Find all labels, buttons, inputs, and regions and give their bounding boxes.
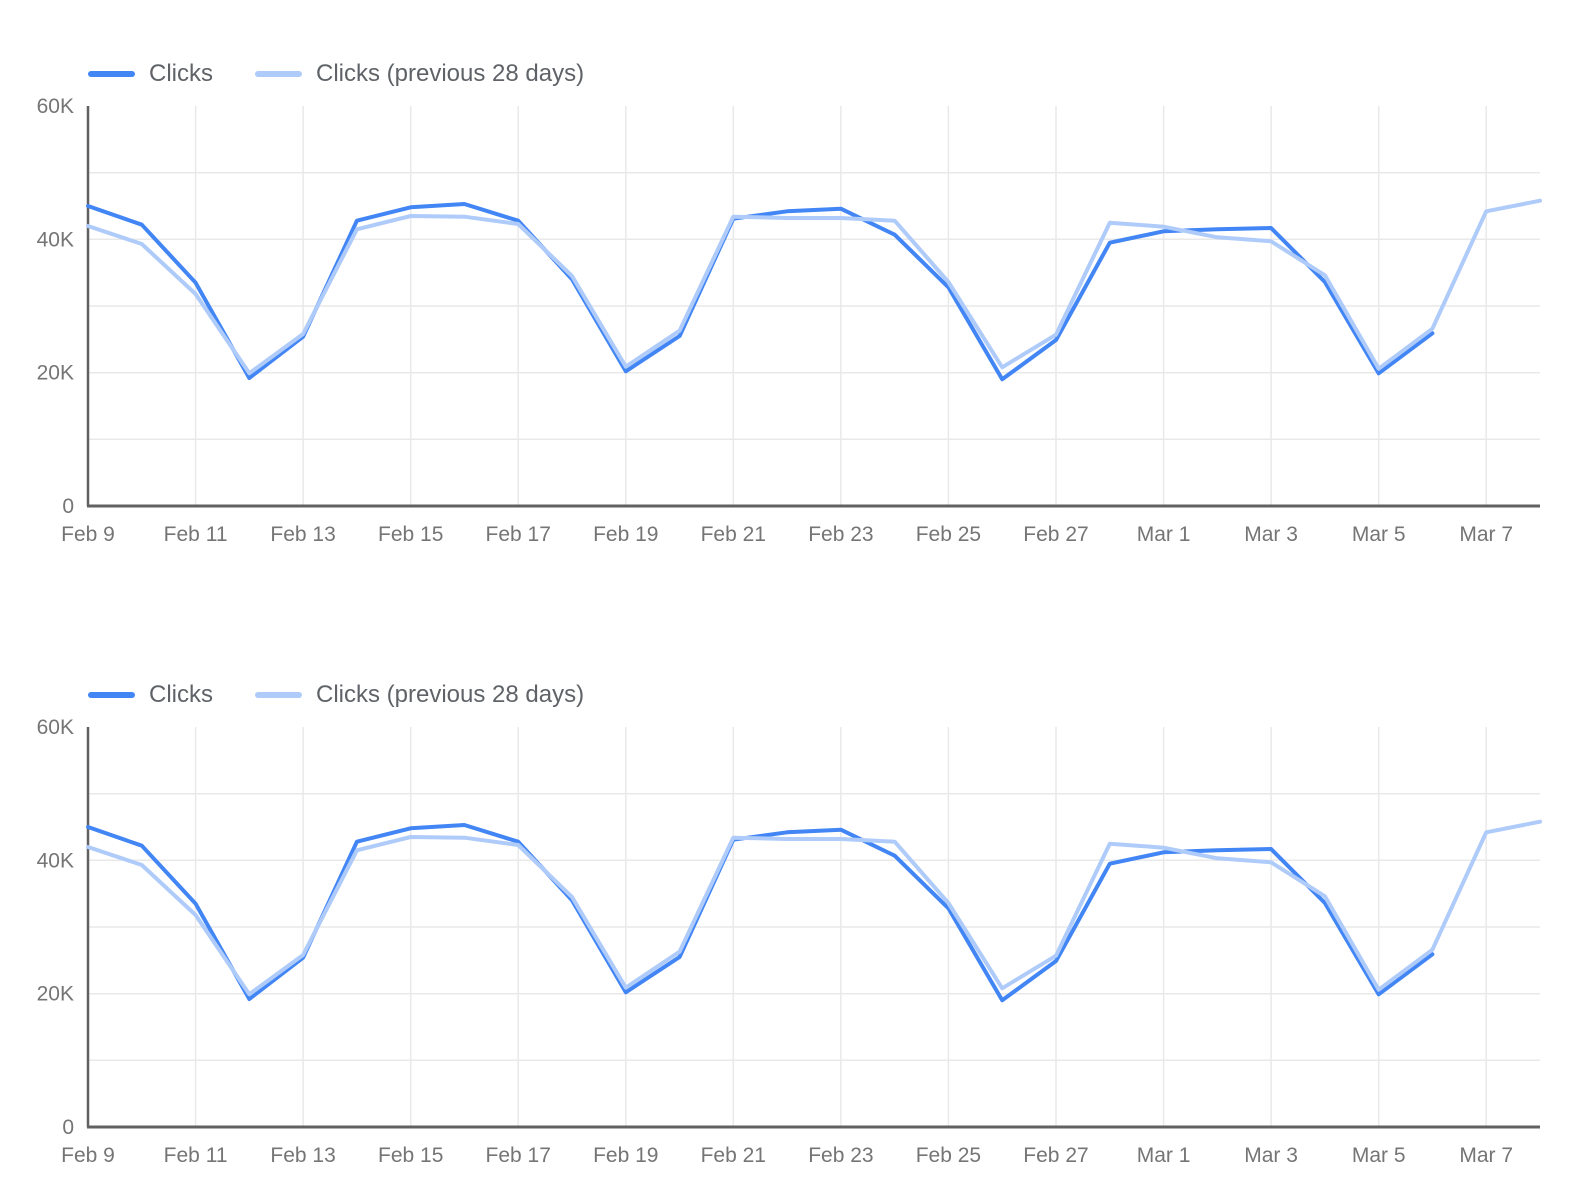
svg-text:0: 0 — [62, 1116, 74, 1139]
svg-text:Feb 13: Feb 13 — [270, 523, 335, 546]
clicks-previous-line-swatch — [255, 71, 302, 77]
clicks-chart-top: Clicks Clicks (previous 28 days) 60K 40K 2… — [0, 56, 1572, 549]
svg-text:Feb 15: Feb 15 — [378, 523, 443, 546]
svg-text:Feb 9: Feb 9 — [61, 523, 115, 546]
clicks-previous-line-swatch — [255, 692, 302, 698]
svg-text:20K: 20K — [37, 362, 74, 385]
svg-text:Feb 15: Feb 15 — [378, 1144, 443, 1167]
svg-text:Feb 21: Feb 21 — [701, 1144, 766, 1167]
svg-text:Mar 1: Mar 1 — [1137, 523, 1191, 546]
svg-text:60K: 60K — [37, 716, 74, 739]
legend-label-clicks-previous: Clicks (previous 28 days) — [316, 60, 585, 87]
svg-text:Feb 25: Feb 25 — [916, 1144, 981, 1167]
page: Clicks Clicks (previous 28 days) 60K 40K 2… — [0, 56, 1572, 1170]
svg-text:Feb 19: Feb 19 — [593, 1144, 658, 1167]
legend-label-clicks: Clicks — [149, 60, 213, 87]
legend-label-clicks-previous: Clicks (previous 28 days) — [316, 681, 585, 708]
svg-text:Feb 23: Feb 23 — [808, 523, 873, 546]
legend: Clicks Clicks (previous 28 days) — [88, 677, 1572, 713]
svg-text:Feb 25: Feb 25 — [916, 523, 981, 546]
svg-text:Feb 21: Feb 21 — [701, 523, 766, 546]
svg-text:Feb 13: Feb 13 — [270, 1144, 335, 1167]
svg-text:Mar 7: Mar 7 — [1459, 1144, 1513, 1167]
svg-text:Feb 27: Feb 27 — [1023, 1144, 1088, 1167]
svg-text:Feb 17: Feb 17 — [486, 1144, 551, 1167]
svg-text:Feb 27: Feb 27 — [1023, 523, 1088, 546]
svg-text:Mar 3: Mar 3 — [1244, 1144, 1298, 1167]
svg-text:Mar 5: Mar 5 — [1352, 1144, 1406, 1167]
clicks-line-swatch — [88, 692, 135, 698]
svg-text:Mar 7: Mar 7 — [1459, 523, 1513, 546]
svg-text:40K: 40K — [37, 228, 74, 251]
svg-text:Mar 3: Mar 3 — [1244, 523, 1298, 546]
clicks-chart-bottom: Clicks Clicks (previous 28 days) 60K 40K 2… — [0, 677, 1572, 1170]
legend-item-clicks-previous: Clicks (previous 28 days) — [255, 60, 584, 88]
legend-label-clicks: Clicks — [149, 681, 213, 708]
svg-text:Feb 9: Feb 9 — [61, 1144, 115, 1167]
legend: Clicks Clicks (previous 28 days) — [88, 56, 1572, 92]
svg-text:20K: 20K — [37, 983, 74, 1006]
svg-text:Mar 5: Mar 5 — [1352, 523, 1406, 546]
svg-text:60K: 60K — [37, 95, 74, 118]
svg-text:Feb 17: Feb 17 — [486, 523, 551, 546]
svg-text:0: 0 — [62, 495, 74, 518]
svg-text:40K: 40K — [37, 849, 74, 872]
svg-text:Feb 11: Feb 11 — [164, 1144, 228, 1167]
svg-text:Feb 19: Feb 19 — [593, 523, 658, 546]
legend-item-clicks-previous: Clicks (previous 28 days) — [255, 681, 584, 709]
svg-text:Feb 11: Feb 11 — [164, 523, 228, 546]
svg-text:Mar 1: Mar 1 — [1137, 1144, 1191, 1167]
plot-area[interactable]: 60K 40K 20K 0 Feb 9 Feb 11 Feb 13 Feb 15 Feb 17 F… — [0, 94, 1572, 549]
svg-text:Feb 23: Feb 23 — [808, 1144, 873, 1167]
legend-item-clicks: Clicks — [88, 60, 213, 88]
plot-area[interactable]: 60K 40K 20K 0 Feb 9 Feb 11 Feb 13 Feb 15 Feb 17 F… — [0, 715, 1572, 1170]
clicks-line-swatch — [88, 71, 135, 77]
legend-item-clicks: Clicks — [88, 681, 213, 709]
